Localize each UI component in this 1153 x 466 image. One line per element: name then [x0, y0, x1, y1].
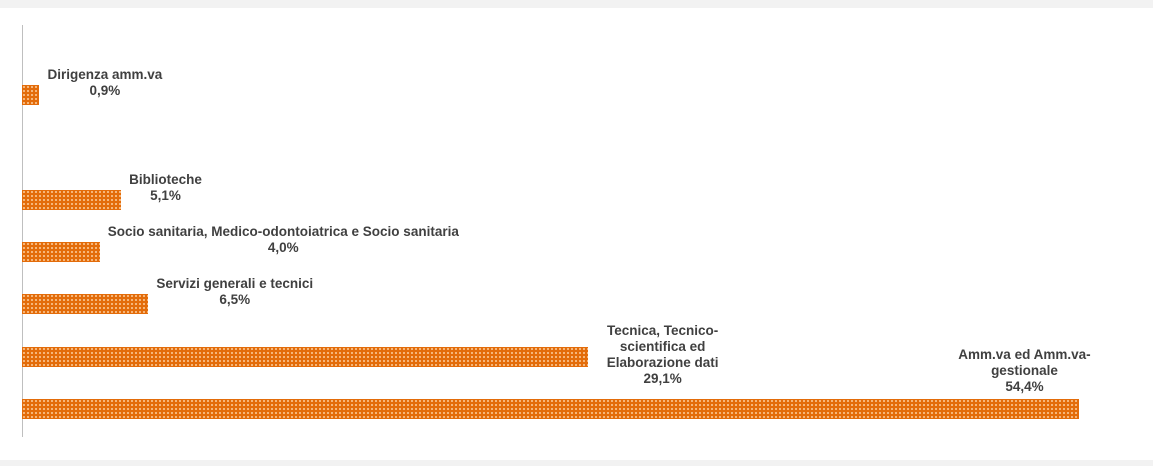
value-label: 4,0%: [267, 239, 299, 255]
bar: [22, 294, 149, 315]
category-axis: [22, 25, 23, 437]
bar: [22, 346, 588, 367]
bar: [22, 241, 100, 262]
label: Dirigenza amm.va 0,9%: [47, 67, 162, 99]
label: Servizi generali e tecnici 6,5%: [156, 276, 313, 308]
chart: Dirigenza amm.va 0,9% Biblioteche 5,1% Socio…: [0, 8, 1153, 460]
label: Biblioteche 5,1%: [129, 172, 202, 204]
value-label: 29,1%: [643, 370, 682, 386]
label: Socio sanitaria, Medico-odontoiatrica e …: [108, 224, 459, 256]
bar: [22, 85, 40, 105]
bar: [22, 189, 122, 210]
category-label: Biblioteche: [129, 171, 202, 187]
label: Amm.va ed Amm.va-gestionale 54,4%: [929, 347, 1119, 395]
category-label: Dirigenza amm.va: [47, 67, 163, 82]
value-label: 6,5%: [219, 292, 251, 308]
category-label: Tecnica, Tecnico-scientifica ed Elaboraz…: [606, 322, 719, 370]
category-label: Amm.va ed Amm.va-gestionale: [958, 346, 1091, 378]
label: Tecnica, Tecnico-scientifica ed Elaboraz…: [578, 323, 748, 387]
category-label: Servizi generali e tecnici: [156, 276, 314, 292]
bar: [22, 398, 1080, 419]
value-label: 0,9%: [89, 83, 121, 98]
value-label: 5,1%: [150, 187, 181, 203]
value-label: 54,4%: [1005, 378, 1044, 394]
category-label: Socio sanitaria, Medico-odontoiatrica e …: [107, 223, 459, 239]
